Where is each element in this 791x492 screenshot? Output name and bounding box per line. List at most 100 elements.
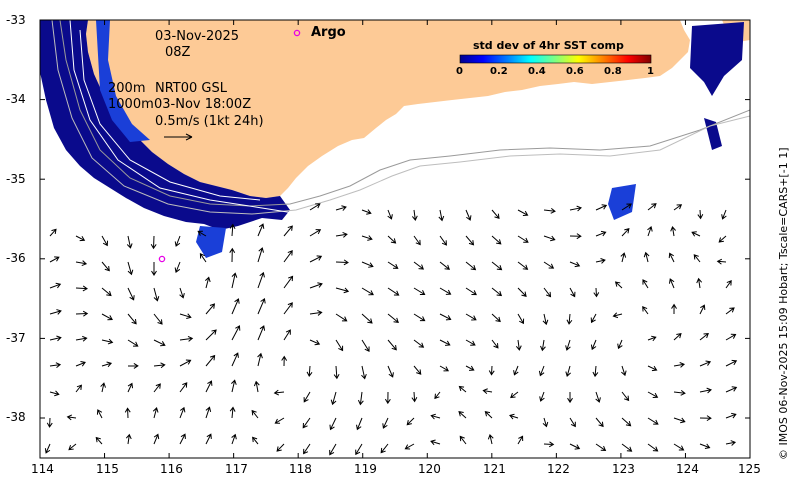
current-arrow: [153, 433, 160, 445]
current-arrow: [231, 298, 240, 315]
current-arrow: [283, 275, 294, 289]
colorbar-tick: 0.2: [490, 66, 508, 77]
current-arrow: [725, 359, 738, 367]
current-arrow: [229, 223, 236, 237]
current-arrow: [647, 391, 659, 398]
current-arrow: [642, 279, 649, 289]
current-arrow: [382, 417, 389, 429]
current-arrow: [335, 205, 347, 211]
current-arrow: [543, 261, 555, 269]
current-arrow: [491, 287, 503, 297]
current-arrow: [49, 282, 62, 289]
x-tick-label: 115: [96, 462, 119, 476]
current-arrow: [75, 384, 82, 393]
current-arrow: [621, 443, 633, 452]
current-arrow: [465, 235, 475, 246]
current-arrow: [699, 332, 709, 341]
credit-text: © IMOS 06-Nov-2025 15:09 Hobart; Tscale=…: [777, 147, 790, 460]
current-arrow: [593, 287, 600, 298]
current-arrow: [673, 332, 682, 341]
x-tick-label: 122: [547, 462, 570, 476]
current-arrow: [439, 235, 447, 246]
current-arrow: [517, 435, 524, 445]
plot-frame: [39, 19, 751, 459]
current-arrow: [44, 443, 51, 454]
current-arrow: [231, 433, 237, 445]
y-axis-ticks: [40, 19, 750, 419]
current-arrow: [303, 443, 311, 455]
current-arrow: [361, 365, 367, 380]
y-tick-label: -33: [6, 13, 26, 27]
current-arrow: [361, 235, 373, 241]
current-arrow: [179, 313, 192, 320]
current-arrow: [205, 303, 216, 315]
x-tick-label: 119: [354, 462, 377, 476]
argo-label: Argo: [311, 25, 346, 40]
current-arrow: [595, 391, 601, 403]
current-arrow: [357, 391, 364, 406]
x-tick-label: 114: [31, 462, 54, 476]
current-arrow: [673, 417, 686, 424]
current-arrow: [465, 313, 477, 321]
map-layers: [40, 20, 750, 456]
current-arrow: [488, 365, 495, 376]
current-arrow: [276, 443, 285, 452]
current-arrow: [283, 329, 291, 341]
current-arrow: [361, 287, 374, 296]
current-arrow: [127, 287, 135, 301]
current-arrow: [66, 414, 77, 421]
current-arrow: [151, 261, 157, 276]
current-arrow: [153, 383, 161, 393]
current-arrow: [101, 287, 112, 297]
contour-1000m: [51, 20, 750, 215]
current-arrow: [361, 339, 370, 353]
current-arrow: [231, 272, 238, 289]
current-arrow: [590, 339, 597, 351]
ssh-contour: [79, 29, 261, 201]
current-arrow: [333, 365, 340, 380]
current-arrow: [179, 433, 186, 445]
current-arrow: [174, 235, 181, 247]
current-arrow: [671, 303, 677, 315]
y-tick-label: -35: [6, 172, 26, 186]
current-arrow: [484, 410, 493, 419]
current-arrow: [330, 391, 337, 406]
current-arrow: [179, 335, 194, 342]
current-arrow: [101, 313, 113, 321]
current-arrow: [642, 306, 649, 315]
current-arrow: [150, 235, 157, 250]
current-arrow: [465, 287, 477, 296]
current-arrow: [127, 339, 139, 347]
current-arrow: [716, 258, 727, 265]
current-arrow: [356, 417, 363, 431]
current-arrow: [257, 297, 266, 315]
current-arrow: [335, 313, 348, 322]
current-arrow: [668, 278, 675, 289]
argo-float-marker: [158, 255, 166, 263]
current-arrow: [515, 339, 522, 351]
current-arrow: [718, 235, 727, 243]
current-arrow: [387, 235, 397, 244]
current-arrow: [595, 443, 607, 451]
current-arrow: [465, 339, 476, 346]
current-arrow: [49, 335, 62, 342]
current-arrow: [673, 362, 686, 368]
current-arrow: [647, 335, 657, 342]
sst-band-west: [40, 20, 290, 230]
current-arrow: [647, 365, 658, 372]
current-arrow: [75, 335, 88, 342]
x-tick-label: 123: [612, 462, 635, 476]
current-arrow: [617, 339, 623, 350]
current-arrow: [595, 258, 606, 264]
current-arrow: [725, 386, 738, 393]
current-arrow: [257, 352, 263, 367]
current-arrow: [404, 443, 415, 450]
current-arrow: [251, 409, 259, 419]
current-arrow: [595, 230, 607, 237]
current-arrow: [309, 203, 321, 211]
current-arrow: [458, 411, 467, 419]
current-arrow: [49, 256, 60, 263]
current-arrow: [257, 271, 265, 289]
current-arrow: [569, 443, 581, 450]
current-arrow: [204, 276, 211, 289]
